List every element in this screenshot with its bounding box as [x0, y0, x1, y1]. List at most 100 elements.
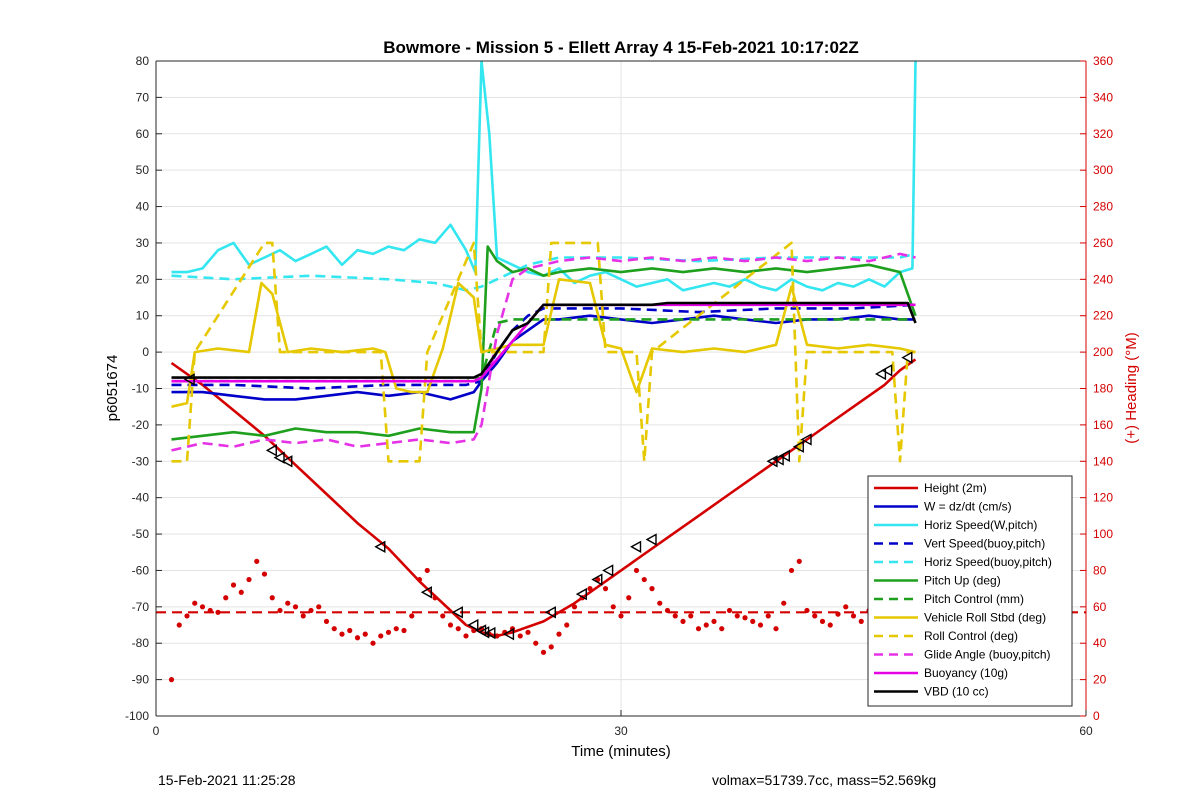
chart-title: Bowmore - Mission 5 - Ellett Array 4 15-…: [383, 38, 859, 57]
position-marker: [265, 444, 277, 457]
legend-box: [867, 475, 1073, 707]
y2-tick-label: 320: [1093, 127, 1113, 141]
heading-point: [192, 600, 198, 606]
position-marker: [630, 540, 642, 553]
position-marker: [484, 626, 496, 640]
heading-point: [781, 600, 787, 606]
heading-point: [649, 586, 655, 592]
y-tick-label: 10: [136, 309, 150, 323]
series-line-vert-speed-buoy-pitch: [171, 303, 916, 390]
position-marker: [420, 586, 432, 599]
heading-point: [354, 635, 361, 641]
y-tick-label: -40: [132, 491, 150, 505]
position-marker: [901, 351, 913, 364]
position-marker: [183, 373, 195, 386]
y2-tick-label: 160: [1093, 418, 1113, 432]
heading-point: [711, 618, 717, 624]
legend-entry: VBD (10 cc): [924, 685, 989, 699]
legend-entry: Horiz Speed(W,pitch): [924, 518, 1037, 532]
axes-layer: 80706050403020100-10-20-30-40-50-60-70-8…: [125, 54, 1113, 738]
heading-point: [184, 613, 190, 619]
y-tick-label: -20: [132, 418, 150, 432]
y-tick-label: -50: [132, 527, 150, 541]
position-marker: [374, 540, 386, 553]
footer-vehicle-info: volmax=51739.7cc, mass=52.569kg: [712, 772, 937, 788]
heading-point: [843, 604, 849, 610]
heading-point: [726, 607, 733, 614]
y2-axis-label: (+) Heading (°M): [1123, 332, 1140, 443]
heading-point: [261, 571, 268, 577]
heading-point: [525, 629, 531, 635]
y-tick-label: -90: [132, 673, 150, 687]
legend-entry: Height (2m): [924, 481, 987, 495]
heading-point: [292, 604, 299, 610]
series-line-pitch-control-mm: [171, 318, 916, 383]
heading-point: [463, 633, 469, 639]
position-marker: [778, 449, 790, 463]
heading-point: [269, 595, 275, 601]
heading-point: [455, 626, 461, 632]
heading-point: [564, 622, 570, 628]
footer-timestamp: 15-Feb-2021 11:25:28: [158, 772, 296, 788]
heading-point: [750, 618, 756, 624]
position-marker: [273, 451, 285, 464]
series-line-vbd-10-cc: [171, 301, 917, 379]
heading-point: [757, 622, 764, 628]
heading-point: [540, 649, 547, 655]
position-marker: [467, 618, 479, 632]
y-tick-label: -60: [132, 563, 150, 577]
legend-entry: Vehicle Roll Stbd (deg): [924, 611, 1046, 625]
y2-tick-label: 300: [1093, 163, 1113, 177]
legend-entry: W = dz/dt (cm/s): [924, 500, 1012, 514]
heading-point: [300, 613, 306, 619]
heading-point: [230, 582, 237, 588]
heading-point: [199, 604, 206, 610]
y-tick-label: -70: [132, 600, 150, 614]
y-tick-label: 60: [136, 127, 150, 141]
position-marker: [478, 626, 490, 639]
y2-tick-label: 140: [1093, 454, 1113, 468]
heading-point: [362, 631, 368, 637]
heading-point: [719, 626, 725, 632]
y-axis-label: p6051674: [104, 355, 121, 422]
heading-point: [742, 615, 748, 621]
series-line-horiz-speed-buoy-pitch: [171, 252, 916, 292]
heading-point: [734, 613, 740, 619]
heading-point: [680, 618, 686, 624]
heading-point: [812, 613, 818, 619]
heading-point: [401, 627, 407, 634]
heading-point: [688, 613, 694, 619]
legend-entry: Pitch Control (mm): [924, 592, 1024, 606]
series-layer: [156, 61, 1086, 683]
y-tick-label: 0: [142, 345, 149, 359]
y-tick-label: 50: [136, 163, 150, 177]
series-line-buoyancy-10g: [171, 303, 916, 383]
heading-point: [858, 618, 864, 624]
heading-point: [796, 558, 802, 564]
heading-point: [618, 613, 624, 619]
heading-point: [385, 629, 392, 635]
heading-point: [238, 589, 244, 595]
position-marker: [502, 627, 515, 641]
heading-point: [827, 622, 833, 628]
legend-entry: Vert Speed(buoy,pitch): [924, 537, 1045, 551]
legend: Height (2m) W = dz/dt (cm/s) Horiz Speed(W…: [867, 475, 1073, 707]
heading-point: [246, 576, 252, 583]
position-marker: [451, 606, 463, 619]
heading-point: [850, 613, 857, 619]
position-marker: [800, 433, 812, 446]
heading-point: [773, 626, 779, 632]
y2-tick-label: 260: [1093, 236, 1113, 250]
series-line-w-dz-dt-cm-s: [171, 314, 916, 401]
y2-tick-label: 80: [1093, 563, 1107, 577]
position-marker: [792, 440, 804, 453]
heading-point: [254, 558, 260, 564]
y2-tick-label: 60: [1093, 600, 1107, 614]
heading-point: [393, 626, 399, 632]
heading-point: [285, 600, 291, 606]
legend-entry: Roll Control (deg): [924, 629, 1018, 643]
heading-point: [819, 618, 826, 624]
heading-point: [176, 622, 182, 628]
x-tick-label: 30: [614, 724, 628, 738]
